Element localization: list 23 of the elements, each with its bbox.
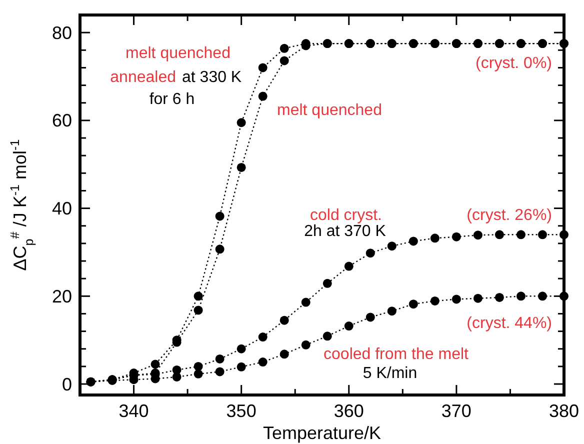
annotation: annealed: [110, 69, 176, 86]
annotation: cooled from the melt: [324, 346, 470, 363]
y-tick-label: 60: [52, 110, 72, 131]
x-tick-label: 340: [118, 401, 149, 421]
x-tick-label: 350: [226, 401, 256, 421]
annotation: cold cryst.: [310, 207, 382, 224]
annotation: melt quenched: [126, 45, 230, 62]
x-axis-title: Temperature/K: [262, 423, 382, 443]
x-tick-label: 370: [441, 401, 472, 421]
annotation: (cryst. 0%): [476, 55, 552, 72]
x-tick-label: 360: [334, 401, 364, 421]
y-tick-label: 80: [52, 22, 72, 43]
annotation: (cryst. 26%): [466, 207, 552, 224]
x-tick-label: 380: [548, 401, 580, 421]
annotation: 2h at 370 K: [304, 223, 386, 240]
annotation: 5 K/min: [362, 365, 418, 382]
annotation: for 6 h: [149, 91, 195, 108]
annotation: at 330 K: [182, 69, 242, 86]
annotation: (cryst. 44%): [466, 315, 552, 332]
y-tick-label: 0: [62, 374, 72, 394]
annotation: melt quenched: [277, 102, 382, 119]
y-tick-label: 40: [52, 198, 72, 219]
y-tick-label: 20: [52, 286, 72, 306]
